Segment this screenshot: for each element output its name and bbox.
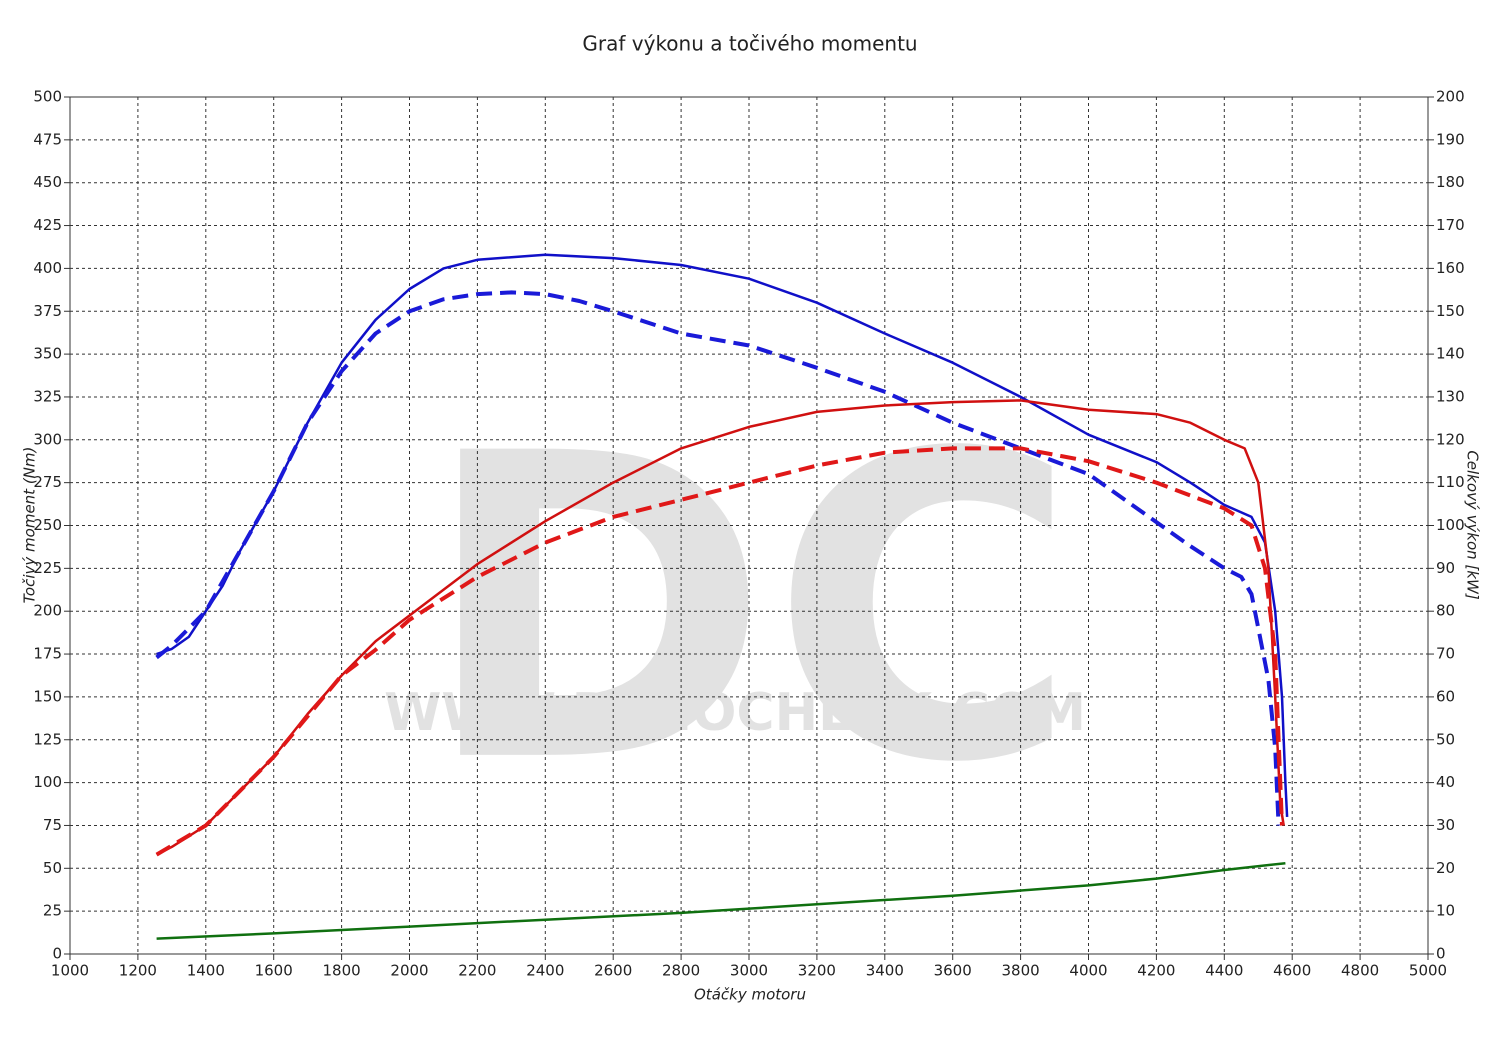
y-tick-label: 175 — [33, 645, 62, 663]
y2-tick-label: 140 — [1436, 345, 1465, 363]
x-tick-label: 3800 — [1002, 962, 1040, 980]
y2-tick-label: 20 — [1436, 859, 1455, 877]
x-tick-label: 4600 — [1273, 962, 1311, 980]
y-tick-label: 200 — [33, 602, 62, 620]
x-tick-label: 3000 — [730, 962, 768, 980]
x-tick-label: 2000 — [390, 962, 428, 980]
y2-tick-label: 180 — [1436, 173, 1465, 191]
x-tick-label: 3200 — [798, 962, 836, 980]
x-axis-label: Otáčky motoru — [694, 986, 806, 1004]
y-tick-label: 0 — [52, 945, 62, 963]
x-tick-label: 4200 — [1137, 962, 1175, 980]
x-tick-label: 1400 — [187, 962, 225, 980]
y2-tick-label: 30 — [1436, 816, 1455, 834]
watermark-text: WWW.DYNOCHECK.COM — [384, 683, 1086, 743]
y2-tick-label: 10 — [1436, 902, 1455, 920]
y2-tick-label: 150 — [1436, 302, 1465, 320]
y-tick-label: 450 — [33, 173, 62, 191]
series-line — [156, 253, 1289, 817]
x-tick-label: 5000 — [1409, 962, 1447, 980]
y-tick-label: 150 — [33, 687, 62, 705]
series-line — [156, 399, 1285, 856]
watermark-logo: DC — [422, 366, 1079, 855]
y-tick-label: 400 — [33, 259, 62, 277]
y2-tick-label: 60 — [1436, 687, 1455, 705]
y-tick-label: 350 — [33, 345, 62, 363]
y-tick-label: 250 — [33, 516, 62, 534]
y2-tick-label: 160 — [1436, 259, 1465, 277]
x-tick-label: 2600 — [594, 962, 632, 980]
y-tick-label: 500 — [33, 88, 62, 106]
series-line — [155, 290, 1281, 826]
y-tick-label: 25 — [43, 902, 62, 920]
y-tick-label: 275 — [33, 473, 62, 491]
y-tick-label: 300 — [33, 430, 62, 448]
x-tick-label: 3400 — [866, 962, 904, 980]
y2-tick-label: 110 — [1436, 473, 1465, 491]
y2-tick-label: 40 — [1436, 773, 1455, 791]
y2-tick-label: 130 — [1436, 387, 1465, 405]
y2-tick-label: 70 — [1436, 645, 1455, 663]
series-line — [156, 861, 1286, 940]
y-tick-label: 375 — [33, 302, 62, 320]
y-axis-label: Točivý moment (Nm) — [21, 447, 39, 604]
y2-tick-label: 170 — [1436, 216, 1465, 234]
x-tick-label: 3600 — [934, 962, 972, 980]
x-tick-label: 4400 — [1205, 962, 1243, 980]
y2-tick-label: 0 — [1436, 945, 1446, 963]
y2-tick-label: 90 — [1436, 559, 1455, 577]
x-tick-label: 1800 — [323, 962, 361, 980]
y-tick-label: 50 — [43, 859, 62, 877]
y2-tick-label: 190 — [1436, 130, 1465, 148]
x-tick-label: 2400 — [526, 962, 564, 980]
y-tick-label: 75 — [43, 816, 62, 834]
x-tick-label: 2800 — [662, 962, 700, 980]
y2-tick-label: 120 — [1436, 430, 1465, 448]
y-tick-label: 425 — [33, 216, 62, 234]
y2-tick-label: 100 — [1436, 516, 1465, 534]
y-tick-label: 125 — [33, 730, 62, 748]
y2-tick-label: 200 — [1436, 88, 1465, 106]
x-tick-label: 2200 — [458, 962, 496, 980]
y-tick-label: 100 — [33, 773, 62, 791]
y2-tick-label: 50 — [1436, 730, 1455, 748]
x-tick-label: 1200 — [119, 962, 157, 980]
y2-axis-label: Celkový výkon [kW] — [1464, 450, 1482, 600]
y2-tick-label: 80 — [1436, 602, 1455, 620]
x-tick-label: 4800 — [1341, 962, 1379, 980]
series-line — [155, 446, 1284, 857]
chart-title: Graf výkonu a točivého momentu — [582, 32, 917, 56]
plot-frame — [69, 96, 1429, 955]
y-tick-label: 225 — [33, 559, 62, 577]
x-tick-label: 4000 — [1069, 962, 1107, 980]
x-tick-label: 1000 — [51, 962, 89, 980]
y-tick-label: 475 — [33, 130, 62, 148]
x-tick-label: 1600 — [255, 962, 293, 980]
y-tick-label: 325 — [33, 387, 62, 405]
